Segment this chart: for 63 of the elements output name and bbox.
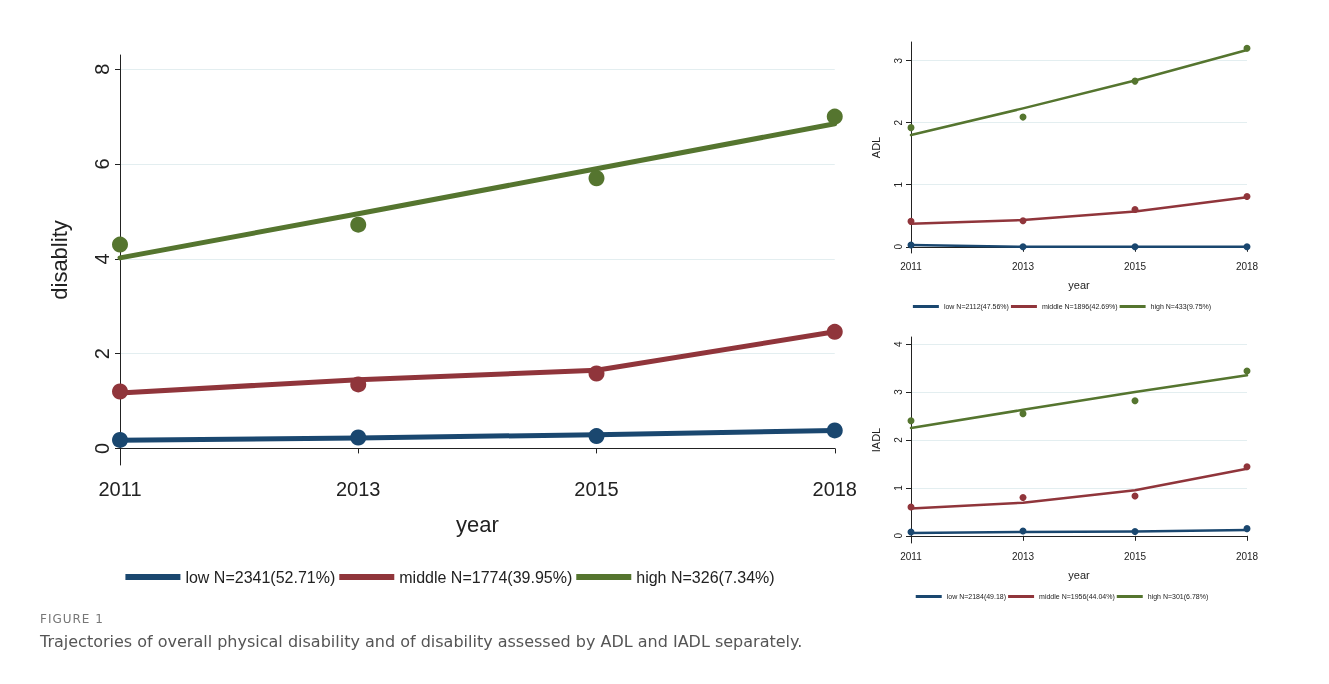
point — [907, 217, 915, 225]
point — [1131, 206, 1139, 214]
y-tick-label: 2 — [892, 436, 904, 443]
point — [350, 429, 367, 446]
caption: FIGURE 1 — [40, 612, 105, 626]
point — [826, 108, 843, 125]
y-axis-title: ADL — [869, 136, 882, 159]
x-tick-label: 2018 — [1235, 260, 1259, 272]
y-tick-label: 2 — [91, 348, 113, 360]
y-tick-label: 8 — [91, 63, 113, 75]
point — [588, 365, 605, 382]
x-tick-label: 2011 — [900, 260, 923, 272]
point — [1019, 217, 1027, 225]
y-axis-title: disablity — [46, 220, 72, 300]
x-tick-label: 2011 — [98, 478, 142, 500]
point — [350, 216, 367, 233]
point — [112, 431, 128, 448]
y-tick-label: 0 — [892, 532, 904, 539]
x-tick-label: 2013 — [1011, 260, 1035, 272]
legend-label: middle N=1774(39.95%) — [399, 568, 573, 586]
x-tick-label: 2015 — [1123, 550, 1147, 562]
y-tick-label: 3 — [892, 57, 904, 64]
point — [1019, 410, 1027, 418]
x-tick-label: 2013 — [1011, 550, 1035, 562]
point — [1131, 243, 1139, 251]
point — [1243, 525, 1251, 533]
x-tick-label: 2011 — [900, 550, 923, 562]
x-tick-label: 2013 — [336, 478, 381, 500]
y-tick-label: 1 — [892, 484, 904, 491]
y-tick-label: 3 — [892, 388, 904, 395]
x-axis-title: year — [1068, 278, 1091, 291]
point — [826, 323, 843, 340]
text: Trajectories of overall physical disability and of disability assessed by ADL and IADL separately. — [40, 632, 804, 651]
point — [1243, 193, 1251, 201]
point — [1243, 44, 1251, 52]
x-axis-title: year — [1068, 568, 1091, 581]
y-tick-label: 1 — [892, 181, 904, 188]
point — [588, 170, 605, 187]
x-tick-label: 2015 — [1123, 260, 1147, 272]
point — [1019, 243, 1027, 251]
y-tick-label: 2 — [892, 119, 904, 126]
y-tick-label: 6 — [91, 158, 113, 170]
point — [907, 124, 915, 132]
y-tick-label: 0 — [91, 442, 113, 454]
point — [826, 422, 843, 439]
y-tick-label: 0 — [892, 243, 904, 250]
legend-label: low N=2341(52.71%) — [185, 568, 336, 586]
x-tick-label: 2018 — [812, 478, 857, 500]
point — [1019, 493, 1027, 501]
point — [112, 236, 128, 253]
point — [112, 383, 128, 400]
y-tick-label: 4 — [91, 253, 113, 265]
point — [588, 428, 605, 445]
point — [350, 376, 367, 393]
y-tick-label: 4 — [892, 340, 904, 347]
legend-label: high N=326(7.34%) — [636, 568, 775, 586]
x-tick-label: 2018 — [1235, 550, 1259, 562]
x-axis-title: year — [455, 511, 499, 537]
x-tick-label: 2015 — [574, 478, 619, 500]
point — [1131, 528, 1139, 535]
point — [1243, 463, 1251, 471]
y-axis-title: IADL — [869, 427, 882, 453]
point — [1131, 397, 1139, 405]
